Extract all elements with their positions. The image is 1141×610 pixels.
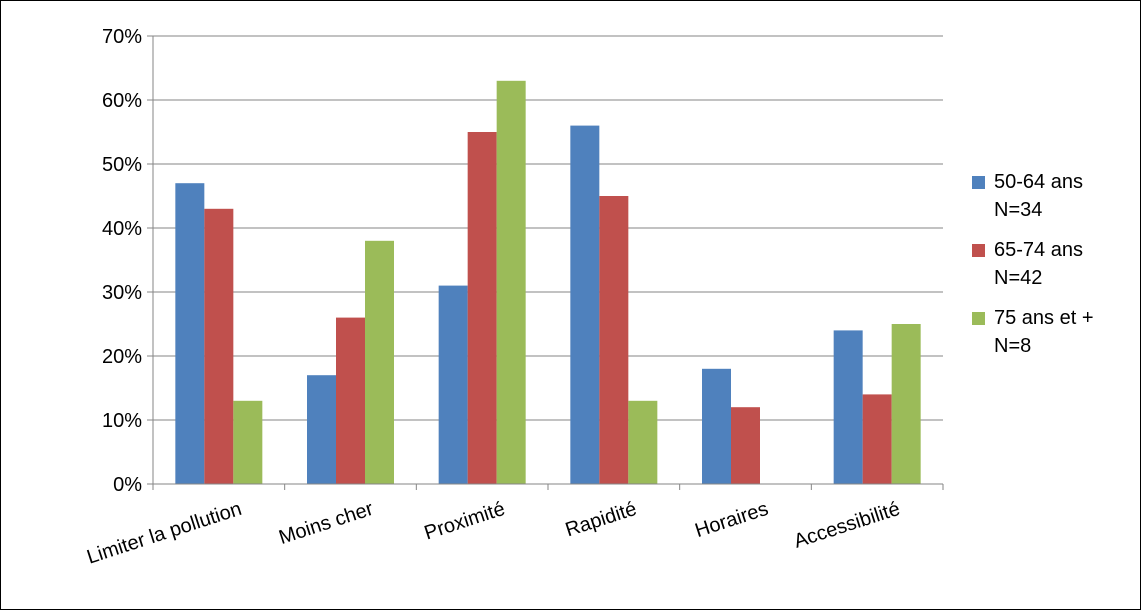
x-category-label: Horaires bbox=[692, 498, 771, 542]
bar-2-5 bbox=[862, 394, 892, 484]
x-category-label: Proximité bbox=[422, 498, 508, 545]
bar-1-0 bbox=[175, 183, 205, 484]
y-tick-label: 10% bbox=[102, 410, 142, 432]
bar-2-2 bbox=[467, 132, 497, 484]
bar-1-4 bbox=[702, 368, 731, 484]
y-tick-label: 20% bbox=[102, 346, 142, 368]
bar-3-3 bbox=[628, 400, 658, 484]
x-category-labels: Limiter la pollution Moins cher Proximité R… bbox=[84, 498, 902, 569]
bar-2-0 bbox=[204, 208, 234, 485]
bar-1-1 bbox=[307, 375, 336, 484]
legend-item-2: 65-74 ans N=42 bbox=[972, 236, 1132, 292]
legend-item-3: 75 ans et + N=8 bbox=[972, 304, 1132, 360]
y-tick-label: 50% bbox=[102, 154, 142, 176]
legend-sample-size: N=8 bbox=[994, 335, 1032, 357]
bar-2-3 bbox=[599, 196, 629, 484]
legend-swatch bbox=[972, 244, 985, 257]
legend-label: 75 ans et + bbox=[994, 307, 1094, 329]
legend-swatch bbox=[972, 312, 985, 325]
bar-3-2 bbox=[496, 80, 526, 485]
legend-label: 65-74 ans bbox=[994, 239, 1083, 261]
gridlines bbox=[153, 35, 943, 421]
legend-swatch bbox=[972, 176, 985, 189]
legend-item-1: 50-64 ans N=34 bbox=[972, 168, 1132, 224]
bar-1-2 bbox=[438, 285, 468, 484]
legend-sample-size: N=34 bbox=[994, 199, 1043, 221]
y-tick-label: 0% bbox=[113, 474, 142, 496]
bar-2-4 bbox=[731, 407, 760, 484]
bar-3-5 bbox=[891, 324, 921, 484]
legend-label: 50-64 ans bbox=[994, 171, 1083, 193]
bar-3-1 bbox=[365, 240, 394, 484]
bar-2-1 bbox=[336, 317, 365, 484]
bar-3-0 bbox=[233, 400, 263, 484]
y-tick-labels: 0% 10% 20% 30% 40% 50% 60% 70% bbox=[102, 26, 142, 496]
bar-1-5 bbox=[833, 330, 863, 484]
y-tick-label: 40% bbox=[102, 218, 142, 240]
y-tick-label: 30% bbox=[102, 282, 142, 304]
axes bbox=[147, 35, 944, 490]
y-tick-label: 70% bbox=[102, 26, 142, 48]
x-category-label: Accessibilité bbox=[791, 498, 902, 553]
legend-sample-size: N=42 bbox=[994, 267, 1043, 289]
bar-1-3 bbox=[570, 125, 600, 484]
x-category-label: Moins cher bbox=[276, 498, 376, 549]
y-tick-label: 60% bbox=[102, 90, 142, 112]
x-category-label: Limiter la pollution bbox=[84, 498, 244, 569]
bars bbox=[175, 80, 921, 485]
legend: 50-64 ans N=34 65-74 ans N=42 75 ans et + N=8 bbox=[972, 168, 1132, 372]
x-category-label: Rapidité bbox=[563, 498, 640, 542]
